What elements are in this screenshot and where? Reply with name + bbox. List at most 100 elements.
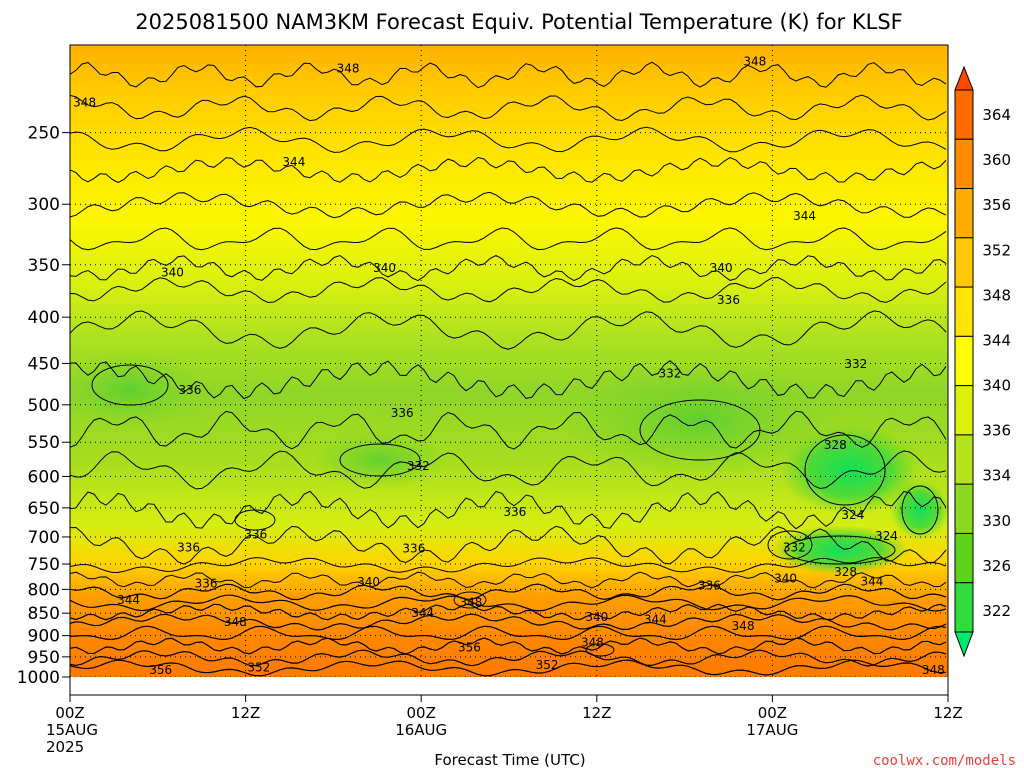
colorbar-label: 344 <box>982 331 1011 349</box>
y-tick-label: 500 <box>28 396 60 416</box>
y-tick-label: 400 <box>28 308 60 328</box>
contour-loop <box>585 643 615 657</box>
contour-label: 332 <box>407 459 430 473</box>
contour-label: 348 <box>73 95 96 109</box>
contour-label: 336 <box>195 576 218 590</box>
contour-label: 352 <box>247 660 270 674</box>
contour-label: 336 <box>503 505 526 519</box>
contour-label: 344 <box>860 574 883 588</box>
contour-loop <box>901 485 939 535</box>
x-tick-label: 00Z <box>407 704 436 722</box>
x-tick-label: 00Z <box>55 704 84 722</box>
contour-label: 348 <box>922 663 945 677</box>
contour-loop <box>453 591 487 609</box>
contour-line <box>70 557 947 574</box>
contour-line <box>70 659 947 677</box>
contour-label: 344 <box>411 606 434 620</box>
colorbar-label: 322 <box>982 602 1011 620</box>
contour-line <box>70 603 947 621</box>
contour-label: 348 <box>743 54 766 68</box>
colorbar-box <box>954 138 974 190</box>
chart-title: 2025081500 NAM3KM Forecast Equiv. Potent… <box>135 10 902 34</box>
contour-label: 332 <box>844 357 867 371</box>
y-tick-label: 900 <box>28 627 60 647</box>
contour-line <box>70 613 947 631</box>
x-tick-label: 12Z <box>933 704 962 722</box>
field-cool-region <box>770 525 910 575</box>
y-tick-label: 1000 <box>17 668 60 688</box>
colorbar-label: 334 <box>982 467 1011 485</box>
grid-lines <box>70 45 948 677</box>
contour-labels: 348 348 348 344 344 340 340 340 336 332 332 336 336 3… <box>73 54 945 677</box>
colorbar-label: 356 <box>982 196 1011 214</box>
contour-label: 348 <box>460 595 483 609</box>
contour-label: 344 <box>644 613 667 627</box>
x-tick-label: 00Z <box>758 704 787 722</box>
contour-line <box>70 360 947 400</box>
contour-line <box>70 126 947 153</box>
contour-label: 348 <box>732 619 755 633</box>
field-background <box>70 45 948 677</box>
x-tick-date: 17AUG <box>746 721 798 739</box>
contour-label: 348 <box>581 635 604 649</box>
contour-label: 344 <box>793 209 816 223</box>
contour-label: 340 <box>774 571 797 585</box>
contour-label: 336 <box>717 293 740 307</box>
y-tick-label: 300 <box>28 195 60 215</box>
colorbar-extend-bottom <box>954 631 974 658</box>
colorbar-label: 360 <box>982 151 1011 169</box>
contour-loop <box>234 509 276 531</box>
x-tick-date: 16AUG <box>395 721 447 739</box>
colorbar-box <box>954 89 974 140</box>
contour-label: 356 <box>458 641 481 655</box>
contour-line <box>70 227 947 251</box>
contour-line <box>70 310 947 350</box>
colorbar-label: 340 <box>982 377 1011 395</box>
contour-label: 336 <box>177 541 200 555</box>
contour-line <box>70 625 947 641</box>
y-tick-label: 550 <box>28 433 60 453</box>
contour-label: 344 <box>282 155 305 169</box>
y-axis: 250 300 350 400 450 500 550 600 650 700 750 800 850 9… <box>17 124 70 688</box>
contour-label: 336 <box>244 527 267 541</box>
contour-loop <box>804 434 886 506</box>
contour-label: 348 <box>337 62 360 76</box>
contour-label: 348 <box>224 615 247 629</box>
x-tick-label: 12Z <box>582 704 611 722</box>
y-tick-label: 650 <box>28 499 60 519</box>
colorbar-label: 330 <box>982 512 1011 530</box>
contour-line <box>70 649 947 667</box>
field-cool-region <box>890 480 948 540</box>
contour-label: 336 <box>179 383 202 397</box>
contour-line <box>70 583 947 601</box>
colorbar: 364 360 356 352 348 344 340 336 334 330 326 322 <box>954 65 1011 658</box>
colorbar-box <box>954 532 974 584</box>
contour-line <box>70 94 947 122</box>
contour-label: 344 <box>117 593 140 607</box>
colorbar-label: 352 <box>982 241 1011 259</box>
contour-label: 328 <box>824 438 847 452</box>
contour-line <box>70 61 947 89</box>
contour-line <box>70 156 947 184</box>
colorbar-box <box>954 286 974 337</box>
y-tick-label: 850 <box>28 604 60 624</box>
colorbar-label: 326 <box>982 557 1011 575</box>
contour-label: 332 <box>659 367 682 381</box>
contour-label: 324 <box>875 529 898 543</box>
plot-frame <box>69 44 949 696</box>
contour-line <box>70 490 947 530</box>
contour-label: 352 <box>536 658 559 672</box>
y-tick-label: 700 <box>28 528 60 548</box>
contour-label: 336 <box>402 542 425 556</box>
colorbar-label: 364 <box>982 106 1011 124</box>
contour-loop <box>639 399 761 461</box>
contour-line <box>70 637 947 655</box>
contour-loop <box>767 530 813 560</box>
colorbar-box <box>954 483 974 534</box>
y-tick-label: 450 <box>28 354 60 374</box>
colorbar-box <box>954 385 974 436</box>
credit-link[interactable]: coolwx.com/models <box>873 753 1016 768</box>
colorbar-box <box>954 335 974 387</box>
